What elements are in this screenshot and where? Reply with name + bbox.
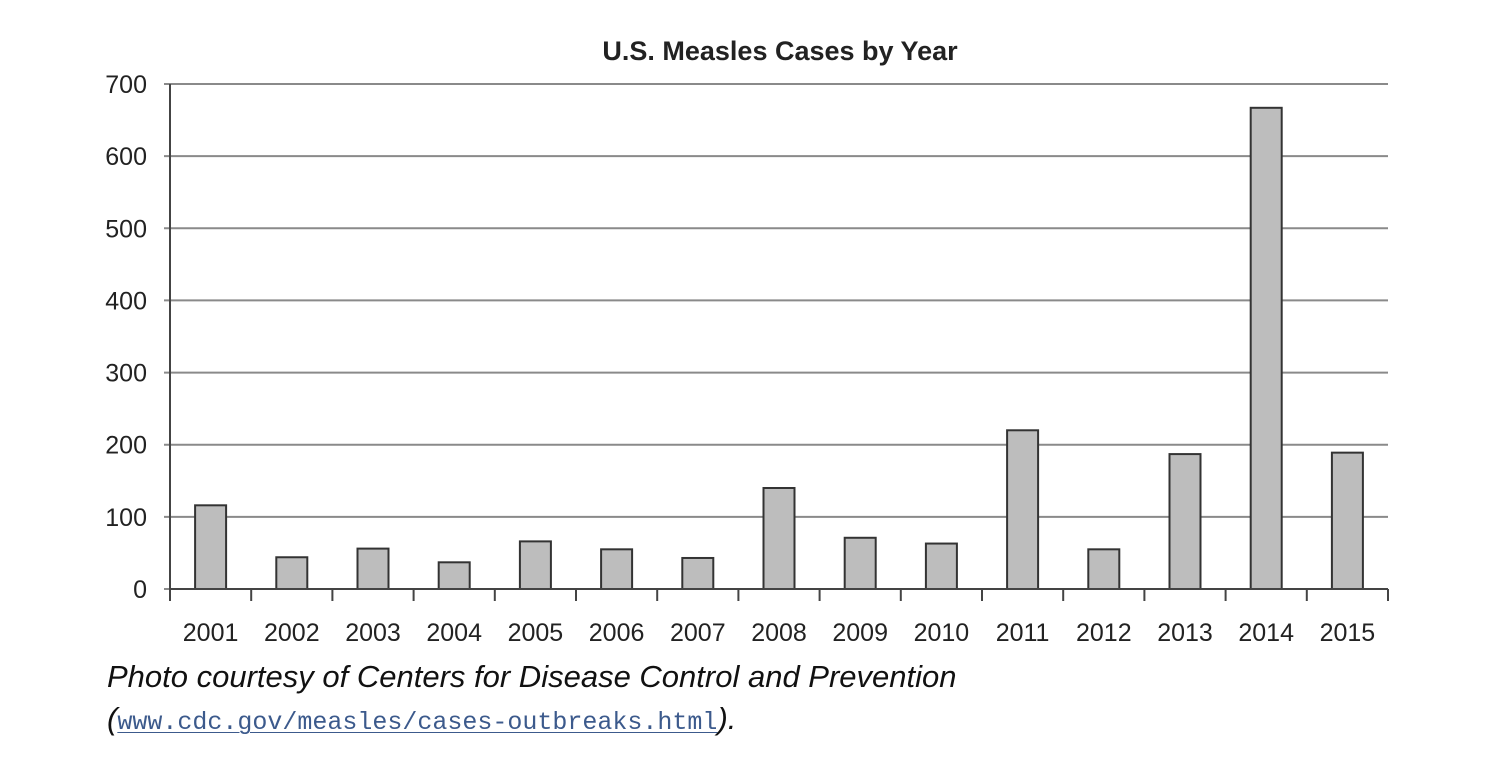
y-tick-label: 200 — [105, 432, 147, 460]
bar-2003 — [356, 547, 390, 590]
x-tick-label: 2003 — [345, 619, 401, 647]
y-tick-label: 400 — [105, 287, 147, 315]
bar-2002 — [275, 556, 309, 590]
y-tick-label: 700 — [105, 71, 147, 99]
bar-2015 — [1330, 451, 1364, 590]
x-axis — [169, 84, 1389, 601]
bar-2014 — [1249, 106, 1283, 591]
bar-2008 — [762, 487, 796, 590]
y-tick-label: 300 — [105, 360, 147, 388]
x-tick-label: 2009 — [832, 619, 888, 647]
y-tick-label: 500 — [105, 215, 147, 243]
caption-open-paren: ( — [107, 701, 118, 736]
photo-caption: Photo courtesy of Centers for Disease Co… — [107, 656, 1407, 744]
bar-2011 — [1006, 429, 1040, 590]
x-tick-label: 2007 — [670, 619, 726, 647]
x-tick-label: 2006 — [589, 619, 645, 647]
y-tick-label: 0 — [133, 576, 147, 604]
x-tick-label: 2015 — [1320, 619, 1376, 647]
bar-2009 — [843, 536, 877, 590]
bars — [194, 106, 1364, 591]
bar-2012 — [1087, 548, 1121, 590]
x-tick-label: 2004 — [426, 619, 482, 647]
y-axis-tick-labels: 0 100 200 300 400 500 600 700 — [105, 71, 147, 604]
x-tick-label: 2012 — [1076, 619, 1132, 647]
bar-2007 — [681, 556, 715, 591]
caption-close: ). — [717, 701, 737, 736]
y-tick-label: 100 — [105, 504, 147, 532]
y-tick-label: 600 — [105, 143, 147, 171]
bar-chart: U.S. Measles Cases by Year 0 100 200 300 400… — [105, 36, 1389, 647]
x-tick-label: 2010 — [914, 619, 970, 647]
x-tick-label: 2014 — [1238, 619, 1294, 647]
bar-2001 — [194, 504, 228, 591]
x-tick-label: 2013 — [1157, 619, 1213, 647]
bar-2013 — [1168, 453, 1202, 591]
x-axis-tick-labels: 2001 2002 2003 2004 2005 2006 2007 2008 2009 2010… — [183, 619, 1375, 647]
chart-title: U.S. Measles Cases by Year — [602, 36, 958, 66]
x-tick-label: 2005 — [508, 619, 564, 647]
caption-text: Photo courtesy of Centers for Disease Co… — [107, 659, 957, 694]
x-tick-label: 2011 — [996, 619, 1050, 647]
bar-2005 — [518, 540, 552, 591]
bar-2006 — [600, 548, 634, 590]
x-tick-label: 2002 — [264, 619, 320, 647]
x-tick-label: 2008 — [751, 619, 807, 647]
cdc-link[interactable]: www.cdc.gov/measles/cases-outbreaks.html — [117, 708, 718, 737]
bar-2004 — [437, 561, 471, 590]
x-tick-label: 2001 — [183, 619, 239, 647]
gridlines — [164, 83, 1388, 590]
bar-2010 — [924, 542, 958, 590]
